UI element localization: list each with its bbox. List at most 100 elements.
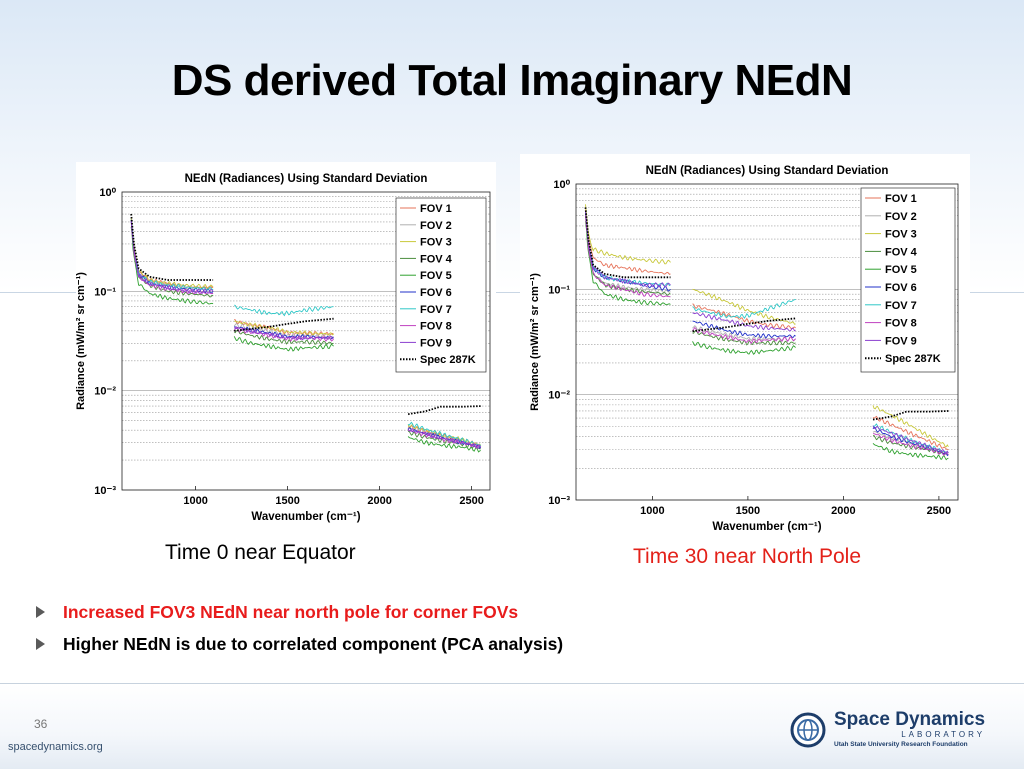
series-line-fov-1-band-2	[692, 303, 796, 330]
series-line-fov-1-band-3	[872, 415, 949, 451]
series-line-fov-9-band-1	[130, 221, 214, 295]
series-line-spec-287k-band-2	[692, 317, 796, 333]
x-tick-label: 1000	[183, 495, 207, 507]
legend-label-fov-9: FOV 9	[420, 337, 452, 349]
page-number: 36	[34, 717, 48, 731]
legend-label-fov-4: FOV 4	[420, 253, 453, 265]
y-axis-label: Radiance (mW/m² sr cm⁻¹)	[76, 272, 87, 410]
chart-title: NEdN (Radiances) Using Standard Deviatio…	[646, 165, 889, 177]
series-line-fov-3-band-3	[872, 405, 949, 448]
series-line-fov-5-band-3	[407, 436, 481, 453]
series-line-fov-2-band-1	[585, 215, 671, 293]
legend-label-fov-2: FOV 2	[885, 211, 917, 223]
grid-lines	[122, 196, 490, 491]
series-line-fov-5-band-3	[872, 442, 949, 461]
y-tick-label: 10⁻²	[94, 386, 116, 398]
series-line-fov-4-band-2	[692, 329, 796, 346]
slide-title: DS derived Total Imaginary NEdN	[171, 56, 853, 105]
series-line-fov-6-band-1	[130, 219, 214, 294]
series-line-fov-9-band-3	[407, 428, 482, 449]
series-line-fov-5-band-2	[233, 336, 334, 352]
legend-label-fov-7: FOV 7	[885, 300, 917, 312]
series-line-fov-8-band-3	[873, 433, 949, 457]
series-line-fov-3-band-2	[234, 320, 334, 336]
header-divider	[0, 292, 1024, 293]
legend-label-spec-287k: Spec 287K	[885, 353, 941, 365]
series-line-fov-5-band-1	[585, 221, 671, 306]
x-tick-label: 1000	[640, 505, 664, 517]
chart-title: NEdN (Radiances) Using Standard Deviatio…	[185, 173, 428, 185]
caption-north-pole: Time 30 near North Pole	[633, 545, 861, 568]
series-line-spec-287k-band-3	[872, 410, 949, 421]
series-line-fov-5-band-1	[130, 226, 214, 305]
series-line-fov-9-band-1	[585, 211, 671, 288]
x-tick-label: 2500	[459, 495, 483, 507]
x-tick-label: 2000	[831, 505, 855, 517]
series-line-fov-8-band-2	[233, 326, 334, 342]
legend-label-fov-3: FOV 3	[420, 237, 452, 249]
logo-name: Space Dynamics	[834, 709, 986, 730]
x-axis-label: Wavenumber (cm⁻¹)	[712, 521, 821, 533]
footer-url: spacedynamics.org	[8, 741, 103, 753]
series-line-fov-4-band-1	[130, 219, 214, 298]
legend-label-fov-8: FOV 8	[420, 321, 452, 333]
x-axis-label: Wavenumber (cm⁻¹)	[251, 511, 360, 523]
series-line-fov-4-band-2	[234, 329, 334, 345]
legend-label-fov-4: FOV 4	[885, 246, 918, 258]
logo-sub: LABORATORY	[901, 730, 986, 739]
x-tick-label: 1500	[275, 495, 299, 507]
legend-label-fov-6: FOV 6	[420, 287, 452, 299]
series-line-fov-9-band-2	[233, 327, 334, 341]
bullet-list: Increased FOV3 NEdN near north pole for …	[36, 596, 563, 660]
x-tick-label: 1500	[736, 505, 760, 517]
series-line-fov-7-band-1	[585, 213, 671, 287]
y-tick-label: 10⁻¹	[94, 286, 116, 298]
y-tick-label: 10⁻¹	[548, 284, 570, 296]
legend-box	[395, 197, 487, 373]
bullet-text: Higher NEdN is due to correlated compone…	[63, 633, 564, 654]
plot-frame	[121, 191, 491, 491]
series-line-fov-8-band-1	[585, 215, 671, 298]
legend-label-fov-1: FOV 1	[420, 203, 452, 215]
bullet-item-pca: Higher NEdN is due to correlated compone…	[36, 628, 563, 660]
nedn-chart-equator: NEdN (Radiances) Using Standard Deviatio…	[76, 162, 496, 534]
series-line-fov-3-band-1	[585, 204, 671, 265]
y-axis-label: Radiance (mW/m² sr cm⁻¹)	[529, 273, 541, 411]
legend-label-fov-7: FOV 7	[420, 304, 452, 316]
y-tick-label: 10⁻²	[548, 390, 570, 402]
legend-label-fov-5: FOV 5	[420, 270, 452, 282]
chart-legend: FOV 1 FOV 2 FOV 3 FOV 4 FOV 5 FOV 6 FOV 7 FOV 8…	[395, 197, 487, 373]
y-tick-label: 10⁻³	[94, 485, 116, 497]
series-group	[130, 213, 482, 453]
legend-label-fov-5: FOV 5	[885, 264, 917, 276]
series-line-fov-7-band-2	[692, 299, 796, 319]
series-line-fov-4-band-1	[585, 213, 671, 296]
triangle-bullet-icon	[36, 606, 45, 618]
legend-label-fov-9: FOV 9	[885, 335, 917, 347]
y-tick-label: 10⁰	[99, 187, 116, 199]
series-line-fov-3-band-2	[692, 288, 796, 325]
series-line-fov-6-band-3	[872, 426, 949, 457]
nedn-chart-north-pole: NEdN (Radiances) Using Standard Deviatio…	[520, 154, 970, 542]
logo-tagline: Utah State University Research Foundatio…	[834, 741, 968, 748]
chart-svg-north-pole: NEdN (Radiances) Using Standard Deviatio…	[529, 165, 959, 533]
series-line-fov-5-band-2	[692, 341, 796, 355]
series-line-fov-8-band-3	[408, 430, 482, 449]
legend-label-fov-6: FOV 6	[885, 282, 917, 294]
series-line-fov-9-band-3	[872, 425, 949, 455]
x-tick-label: 2500	[927, 505, 951, 517]
series-line-fov-8-band-1	[130, 221, 214, 295]
y-tick-label: 10⁰	[553, 179, 570, 191]
series-group	[584, 204, 949, 461]
legend-label-fov-8: FOV 8	[885, 318, 917, 330]
series-line-fov-7-band-1	[130, 221, 214, 291]
series-line-fov-7-band-2	[234, 304, 334, 317]
legend-label-fov-1: FOV 1	[885, 193, 917, 205]
caption-equator: Time 0 near Equator	[165, 541, 356, 564]
logo-text: Space Dynamics LABORATORY Utah State Uni…	[834, 709, 986, 749]
plot-frame	[575, 183, 959, 501]
series-line-fov-4-band-3	[408, 430, 481, 450]
legend-box	[860, 187, 956, 373]
legend-label-spec-287k: Spec 287K	[420, 354, 476, 366]
sdl-globe-icon	[790, 712, 826, 748]
